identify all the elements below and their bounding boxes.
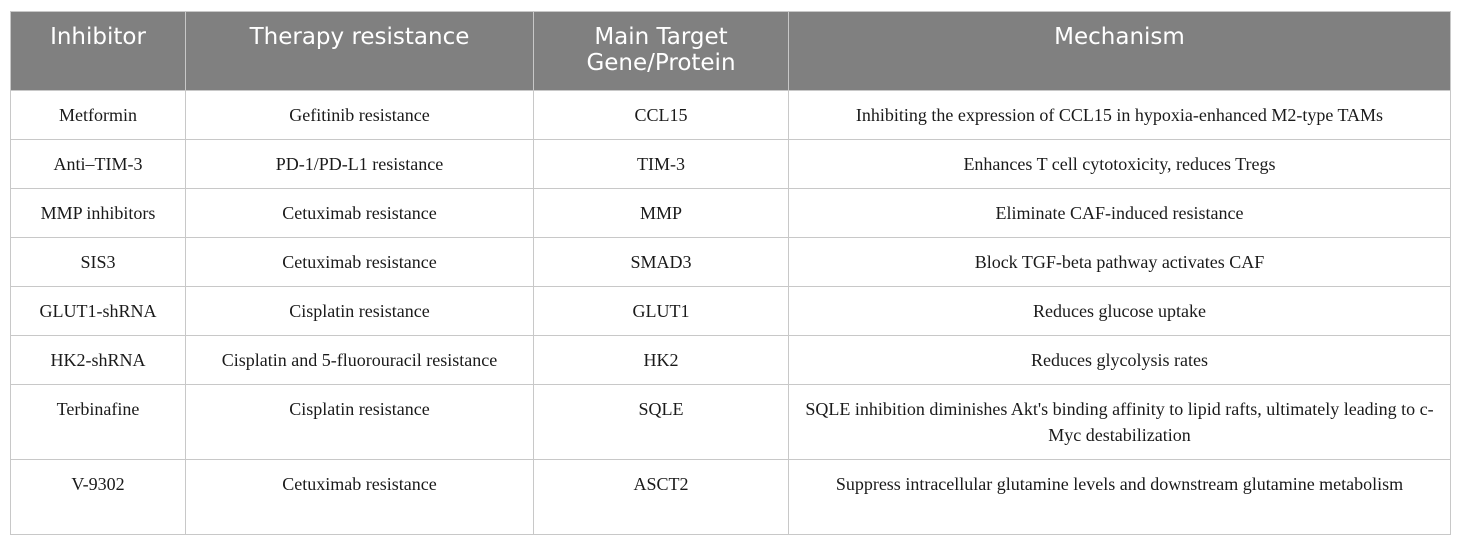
- cell-mechanism: Reduces glycolysis rates: [788, 335, 1451, 385]
- table-row: Terbinafine Cisplatin resistance SQLE SQ…: [10, 384, 1451, 460]
- cell-mechanism: Eliminate CAF-induced resistance: [788, 188, 1451, 238]
- cell-therapy-resistance: Cetuximab resistance: [185, 237, 534, 287]
- cell-therapy-resistance: Cetuximab resistance: [185, 459, 534, 535]
- cell-inhibitor: HK2-shRNA: [10, 335, 186, 385]
- table-row: GLUT1-shRNA Cisplatin resistance GLUT1 R…: [10, 286, 1451, 336]
- header-therapy-resistance: Therapy resistance: [185, 11, 534, 91]
- cell-mechanism: Enhances T cell cytotoxicity, reduces Tr…: [788, 139, 1451, 189]
- cell-main-target: SMAD3: [533, 237, 789, 287]
- cell-inhibitor: GLUT1-shRNA: [10, 286, 186, 336]
- cell-main-target: HK2: [533, 335, 789, 385]
- header-inhibitor: Inhibitor: [10, 11, 186, 91]
- cell-mechanism: Inhibiting the expression of CCL15 in hy…: [788, 90, 1451, 140]
- cell-main-target: GLUT1: [533, 286, 789, 336]
- header-main-target: Main Target Gene/Protein: [533, 11, 789, 91]
- cell-mechanism: Block TGF-beta pathway activates CAF: [788, 237, 1451, 287]
- header-mechanism: Mechanism: [788, 11, 1451, 91]
- cell-therapy-resistance: Cisplatin and 5-fluorouracil resistance: [185, 335, 534, 385]
- table-row: Metformin Gefitinib resistance CCL15 Inh…: [10, 90, 1451, 140]
- cell-main-target: TIM-3: [533, 139, 789, 189]
- table-row: V-9302 Cetuximab resistance ASCT2 Suppre…: [10, 459, 1451, 535]
- cell-inhibitor: Anti–TIM-3: [10, 139, 186, 189]
- cell-main-target: SQLE: [533, 384, 789, 460]
- table-header: Inhibitor Therapy resistance Main Target…: [10, 11, 1451, 91]
- cell-therapy-resistance: Cisplatin resistance: [185, 384, 534, 460]
- header-row: Inhibitor Therapy resistance Main Target…: [10, 11, 1451, 91]
- cell-mechanism: Suppress intracellular glutamine levels …: [788, 459, 1451, 535]
- cell-therapy-resistance: Cisplatin resistance: [185, 286, 534, 336]
- cell-inhibitor: V-9302: [10, 459, 186, 535]
- inhibitor-table: Inhibitor Therapy resistance Main Target…: [10, 11, 1451, 535]
- cell-mechanism: SQLE inhibition diminishes Akt's binding…: [788, 384, 1451, 460]
- cell-inhibitor: Metformin: [10, 90, 186, 140]
- cell-inhibitor: MMP inhibitors: [10, 188, 186, 238]
- cell-main-target: ASCT2: [533, 459, 789, 535]
- table-row: MMP inhibitors Cetuximab resistance MMP …: [10, 188, 1451, 238]
- cell-mechanism: Reduces glucose uptake: [788, 286, 1451, 336]
- table-row: Anti–TIM-3 PD-1/PD-L1 resistance TIM-3 E…: [10, 139, 1451, 189]
- cell-therapy-resistance: Gefitinib resistance: [185, 90, 534, 140]
- cell-inhibitor: Terbinafine: [10, 384, 186, 460]
- cell-main-target: MMP: [533, 188, 789, 238]
- cell-therapy-resistance: PD-1/PD-L1 resistance: [185, 139, 534, 189]
- table-body: Metformin Gefitinib resistance CCL15 Inh…: [10, 90, 1451, 535]
- table-row: SIS3 Cetuximab resistance SMAD3 Block TG…: [10, 237, 1451, 287]
- table-row: HK2-shRNA Cisplatin and 5-fluorouracil r…: [10, 335, 1451, 385]
- cell-inhibitor: SIS3: [10, 237, 186, 287]
- cell-therapy-resistance: Cetuximab resistance: [185, 188, 534, 238]
- cell-main-target: CCL15: [533, 90, 789, 140]
